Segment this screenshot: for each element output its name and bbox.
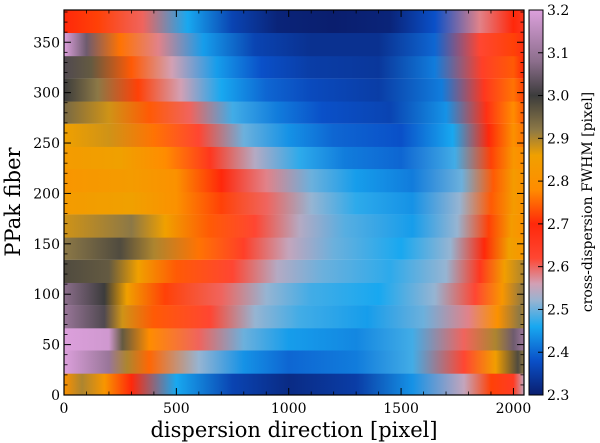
fiber-band [64, 259, 524, 283]
colorbar-tick-label: 3.1 [547, 46, 569, 62]
fiber-band [64, 281, 524, 306]
x-axis-label: dispersion direction [pixel] [150, 418, 437, 442]
y-tick-label: 50 [42, 338, 60, 354]
x-tick-label: 1000 [271, 401, 307, 417]
y-tick-label: 350 [33, 35, 60, 51]
x-tick-label: 2000 [496, 401, 532, 417]
y-axis-ticks: 0 50 100 150 200 250 300 350 [33, 11, 524, 404]
y-tick-label: 300 [33, 86, 60, 102]
colorbar-tick-label: 2.3 [547, 388, 569, 404]
colorbar-ticks: 2.3 2.4 2.5 2.6 2.7 2.8 2.9 3.0 3.1 3.2 [538, 3, 569, 404]
fiber-band [64, 55, 524, 79]
colorbar-tick-label: 2.9 [547, 131, 569, 147]
y-axis-label: PPak fiber [1, 146, 25, 256]
colorbar [528, 9, 544, 396]
x-axis-ticks: 0 500 1000 1500 2000 [60, 10, 532, 417]
fiber-band [64, 123, 524, 147]
colorbar-tick-label: 2.7 [547, 217, 569, 233]
fiber-band [64, 327, 524, 351]
colorbar-label: cross-dispersion FWHM [pixel] [580, 92, 596, 312]
colorbar-tick-label: 2.8 [547, 174, 569, 190]
fiber-band [64, 350, 524, 374]
plot-frame [63, 9, 525, 396]
colorbar-tick-label: 2.5 [547, 302, 569, 318]
fiber-band [64, 32, 524, 57]
fiber-band [64, 78, 524, 102]
fiber-band [64, 10, 524, 34]
fiber-band [64, 168, 524, 193]
fiber-band [64, 191, 524, 215]
fiber-band [64, 305, 524, 329]
colorbar-tick-label: 2.4 [547, 345, 569, 361]
fiber-band [64, 100, 524, 124]
fiber-band [64, 236, 524, 260]
heatmap-field [64, 10, 524, 395]
y-tick-label: 100 [33, 287, 60, 303]
colorbar-tick-label: 3.0 [547, 89, 569, 105]
colorbar-tick-label: 2.6 [547, 260, 569, 276]
fiber-band [64, 372, 524, 395]
y-tick-label: 200 [33, 186, 60, 202]
colorbar-tick-label: 3.2 [547, 3, 569, 19]
y-tick-label: 250 [33, 136, 60, 152]
y-tick-label: 0 [51, 388, 60, 404]
x-tick-label: 1500 [383, 401, 419, 417]
x-tick-label: 0 [60, 401, 69, 417]
fiber-band [64, 145, 524, 170]
y-tick-label: 150 [33, 237, 60, 253]
x-tick-label: 500 [163, 401, 190, 417]
fiber-band [64, 214, 524, 238]
